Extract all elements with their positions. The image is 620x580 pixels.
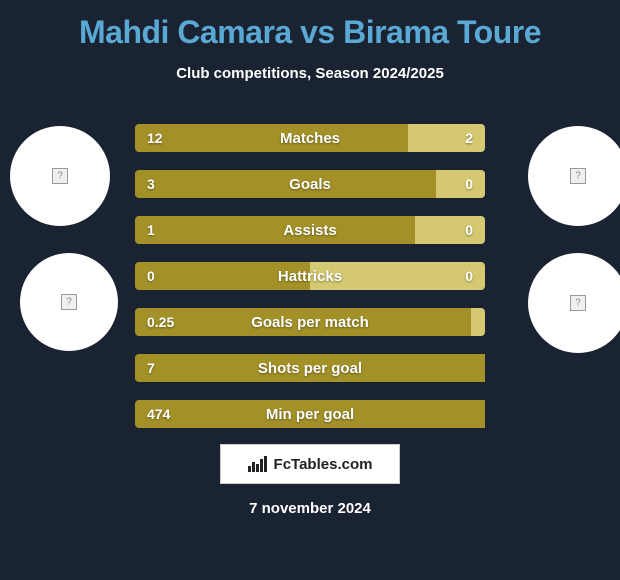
player2-value: 0 bbox=[465, 262, 473, 290]
player2-bar bbox=[310, 262, 485, 290]
player1-value: 1 bbox=[147, 216, 155, 244]
player2-bar bbox=[471, 308, 485, 336]
player2-avatar-bottom bbox=[528, 253, 620, 353]
player1-bar bbox=[135, 216, 415, 244]
brand-badge: FcTables.com bbox=[220, 444, 400, 484]
player1-value: 3 bbox=[147, 170, 155, 198]
player1-avatar-bottom bbox=[20, 253, 118, 351]
stat-row: 7Shots per goal bbox=[135, 354, 485, 382]
player1-bar bbox=[135, 354, 485, 382]
player1-value: 7 bbox=[147, 354, 155, 382]
player1-bar bbox=[135, 262, 310, 290]
vs-text: vs bbox=[300, 14, 335, 50]
player1-value: 0 bbox=[147, 262, 155, 290]
player1-name: Mahdi Camara bbox=[79, 14, 292, 50]
stat-row: 10Assists bbox=[135, 216, 485, 244]
stat-row: 0.25Goals per match bbox=[135, 308, 485, 336]
player1-value: 12 bbox=[147, 124, 163, 152]
player1-value: 0.25 bbox=[147, 308, 174, 336]
image-placeholder-icon bbox=[570, 168, 586, 184]
player1-bar bbox=[135, 308, 471, 336]
brand-text: FcTables.com bbox=[274, 456, 373, 473]
stat-row: 474Min per goal bbox=[135, 400, 485, 428]
stat-row: 00Hattricks bbox=[135, 262, 485, 290]
stat-row: 122Matches bbox=[135, 124, 485, 152]
player2-name: Birama Toure bbox=[343, 14, 541, 50]
player1-avatar-top bbox=[10, 126, 110, 226]
player2-value: 2 bbox=[465, 124, 473, 152]
player2-bar bbox=[408, 124, 485, 152]
player2-value: 0 bbox=[465, 170, 473, 198]
image-placeholder-icon bbox=[52, 168, 68, 184]
chart-bars-icon bbox=[248, 456, 268, 472]
player1-value: 474 bbox=[147, 400, 170, 428]
player2-bar bbox=[436, 170, 485, 198]
page-title: Mahdi Camara vs Birama Toure bbox=[0, 0, 620, 51]
player2-avatar-top bbox=[528, 126, 620, 226]
player2-value: 0 bbox=[465, 216, 473, 244]
stat-row: 30Goals bbox=[135, 170, 485, 198]
image-placeholder-icon bbox=[61, 294, 77, 310]
player1-bar bbox=[135, 124, 408, 152]
image-placeholder-icon bbox=[570, 295, 586, 311]
player1-bar bbox=[135, 170, 436, 198]
date-text: 7 november 2024 bbox=[0, 500, 620, 517]
comparison-bars: 122Matches30Goals10Assists00Hattricks0.2… bbox=[135, 124, 485, 446]
player1-bar bbox=[135, 400, 485, 428]
subtitle: Club competitions, Season 2024/2025 bbox=[0, 65, 620, 82]
player2-bar bbox=[415, 216, 485, 244]
